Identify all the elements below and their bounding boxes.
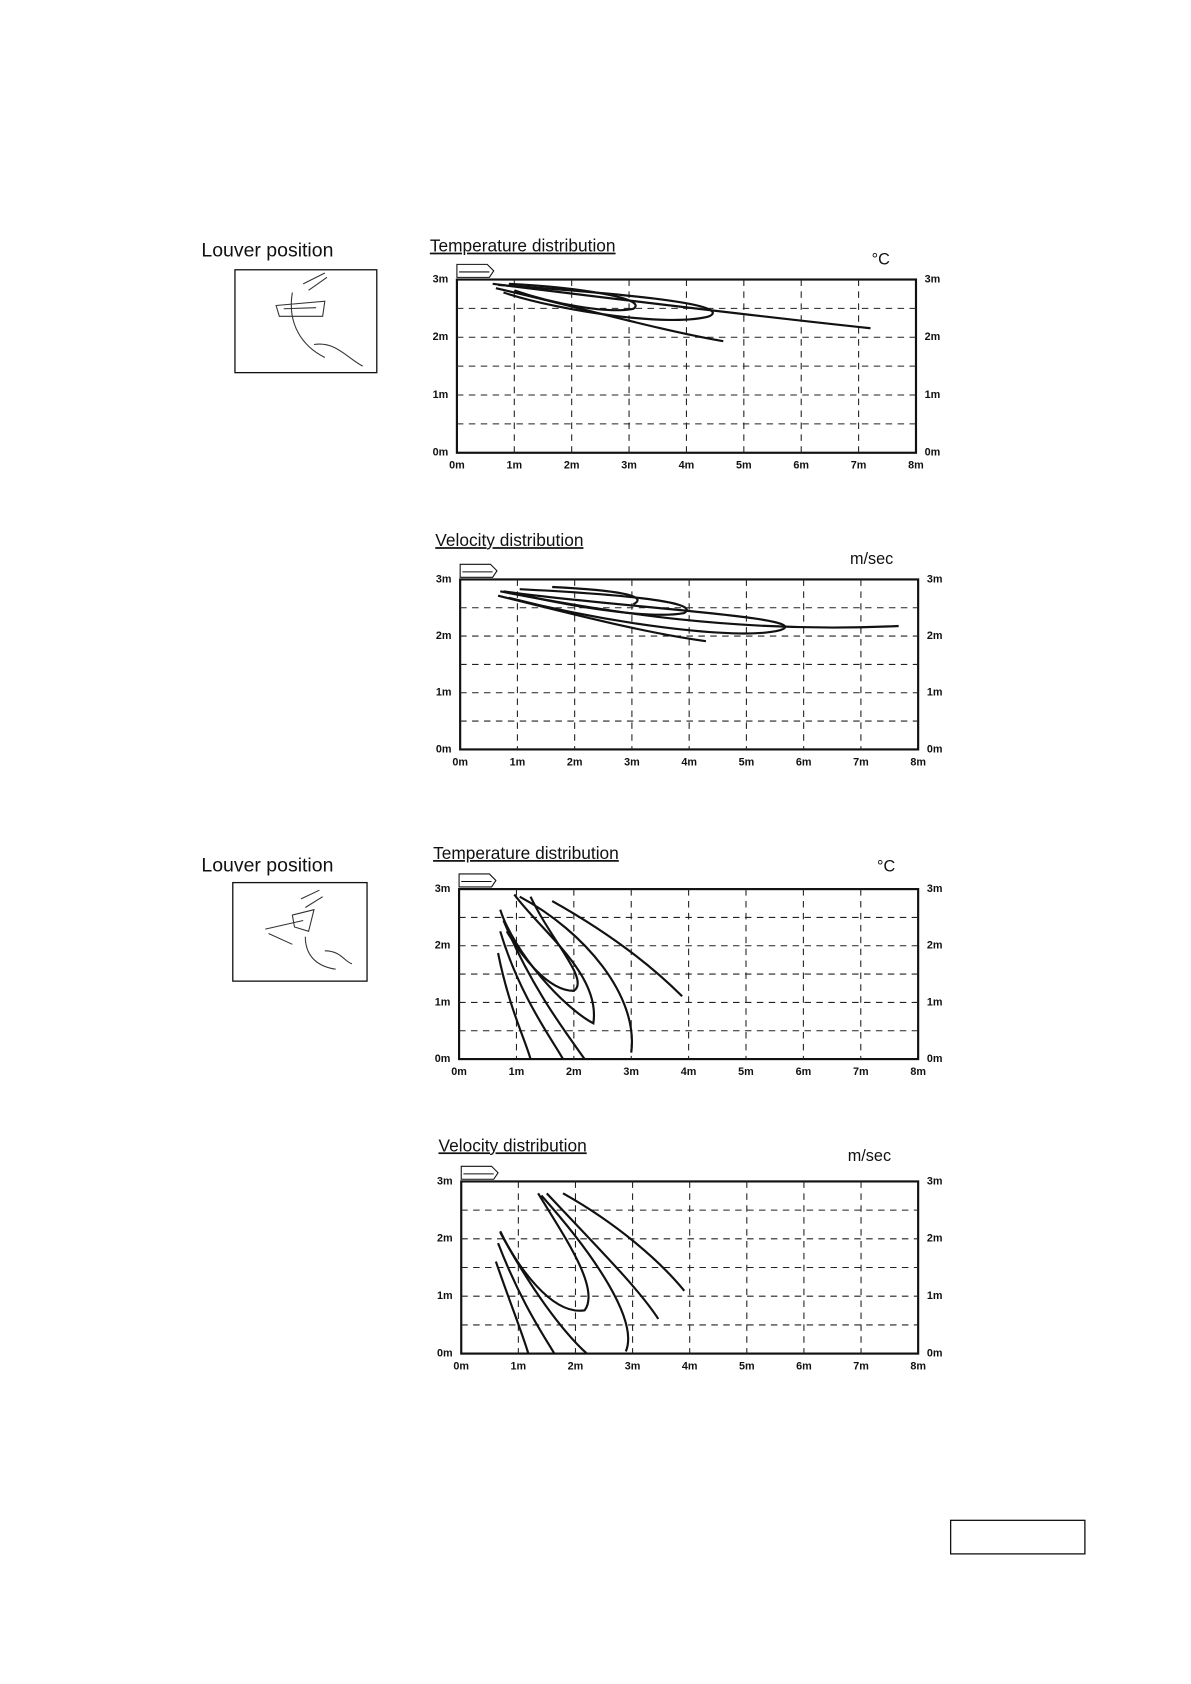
x-tick-label: 4m bbox=[682, 1360, 698, 1372]
x-tick-label: 7m bbox=[853, 756, 869, 768]
y-tick-label: 2m bbox=[925, 331, 941, 343]
x-tick-label: 6m bbox=[793, 460, 809, 472]
y-tick-label: 1m bbox=[436, 687, 452, 699]
x-tick-label: 1m bbox=[510, 756, 526, 768]
y-tick-label: 3m bbox=[927, 1175, 943, 1187]
x-tick-label: 8m bbox=[910, 756, 926, 768]
x-tick-label: 5m bbox=[739, 756, 755, 768]
y-tick-label: 2m bbox=[927, 630, 943, 642]
x-tick-label: 6m bbox=[796, 1066, 812, 1078]
y-tick-label: 0m bbox=[927, 743, 943, 755]
y-tick-label: 1m bbox=[435, 996, 451, 1008]
x-tick-label: 0m bbox=[452, 756, 468, 768]
x-tick-label: 2m bbox=[567, 756, 583, 768]
unit-icon bbox=[456, 263, 495, 278]
unit-label: °C bbox=[877, 858, 895, 876]
x-tick-label: 7m bbox=[853, 1360, 869, 1372]
y-tick-label: 3m bbox=[436, 573, 452, 585]
x-tick-label: 6m bbox=[796, 756, 812, 768]
y-tick-label: 0m bbox=[435, 1053, 451, 1065]
y-tick-label: 0m bbox=[925, 447, 941, 459]
x-tick-label: 2m bbox=[566, 1066, 582, 1078]
x-tick-label: 0m bbox=[453, 1360, 469, 1372]
x-tick-label: 5m bbox=[736, 460, 752, 472]
unit-label: °C bbox=[872, 250, 890, 268]
x-tick-label: 1m bbox=[509, 1066, 525, 1078]
x-tick-label: 6m bbox=[796, 1360, 812, 1372]
y-tick-label: 0m bbox=[437, 1347, 453, 1359]
louver-label: Louver position bbox=[201, 240, 333, 262]
y-tick-label: 2m bbox=[927, 1233, 943, 1245]
y-tick-label: 2m bbox=[927, 940, 943, 952]
x-tick-label: 4m bbox=[679, 460, 695, 472]
y-tick-label: 2m bbox=[433, 331, 449, 343]
y-tick-label: 2m bbox=[435, 940, 451, 952]
x-tick-label: 3m bbox=[623, 1066, 639, 1078]
x-tick-label: 0m bbox=[449, 460, 465, 472]
x-tick-label: 2m bbox=[564, 460, 580, 472]
y-tick-label: 1m bbox=[437, 1290, 453, 1302]
y-tick-label: 1m bbox=[927, 687, 943, 699]
x-tick-label: 5m bbox=[738, 1066, 754, 1078]
y-tick-label: 2m bbox=[436, 630, 452, 642]
unit-icon bbox=[458, 873, 497, 888]
x-tick-label: 8m bbox=[910, 1066, 926, 1078]
contours bbox=[492, 282, 899, 1355]
y-tick-label: 3m bbox=[927, 883, 943, 895]
page-number-box bbox=[949, 1519, 1086, 1555]
x-tick-label: 5m bbox=[739, 1360, 755, 1372]
x-tick-label: 0m bbox=[451, 1066, 467, 1078]
y-tick-label: 3m bbox=[433, 273, 449, 285]
x-tick-label: 1m bbox=[511, 1360, 527, 1372]
louver-sketch bbox=[232, 269, 378, 982]
x-tick-label: 7m bbox=[851, 460, 867, 472]
y-tick-label: 1m bbox=[927, 996, 943, 1008]
y-tick-label: 3m bbox=[435, 883, 451, 895]
unit-label: m/sec bbox=[850, 550, 893, 568]
x-tick-label: 8m bbox=[910, 1360, 926, 1372]
chart-title: Velocity distribution bbox=[435, 530, 583, 550]
y-tick-label: 0m bbox=[433, 447, 449, 459]
chart-title: Temperature distribution bbox=[430, 236, 616, 256]
unit-label: m/sec bbox=[848, 1147, 891, 1165]
x-tick-label: 4m bbox=[681, 756, 697, 768]
y-tick-label: 1m bbox=[433, 389, 449, 401]
x-tick-label: 4m bbox=[681, 1066, 697, 1078]
y-tick-label: 3m bbox=[927, 573, 943, 585]
y-tick-label: 3m bbox=[437, 1175, 453, 1187]
y-tick-label: 0m bbox=[927, 1347, 943, 1359]
louver-label: Louver position bbox=[201, 855, 333, 877]
y-tick-label: 2m bbox=[437, 1233, 453, 1245]
y-tick-label: 1m bbox=[927, 1290, 943, 1302]
y-tick-label: 1m bbox=[925, 389, 941, 401]
unit-icon bbox=[460, 1165, 499, 1180]
x-tick-label: 3m bbox=[621, 460, 637, 472]
chart-title: Velocity distribution bbox=[439, 1135, 587, 1155]
x-tick-label: 3m bbox=[625, 1360, 641, 1372]
x-tick-label: 1m bbox=[506, 460, 522, 472]
unit-icon bbox=[459, 563, 498, 578]
x-tick-label: 2m bbox=[568, 1360, 584, 1372]
y-tick-label: 3m bbox=[925, 273, 941, 285]
x-tick-label: 7m bbox=[853, 1066, 869, 1078]
y-tick-label: 0m bbox=[436, 743, 452, 755]
chart-title: Temperature distribution bbox=[433, 843, 619, 863]
x-tick-label: 3m bbox=[624, 756, 640, 768]
y-tick-label: 0m bbox=[927, 1053, 943, 1065]
x-tick-label: 8m bbox=[908, 460, 924, 472]
